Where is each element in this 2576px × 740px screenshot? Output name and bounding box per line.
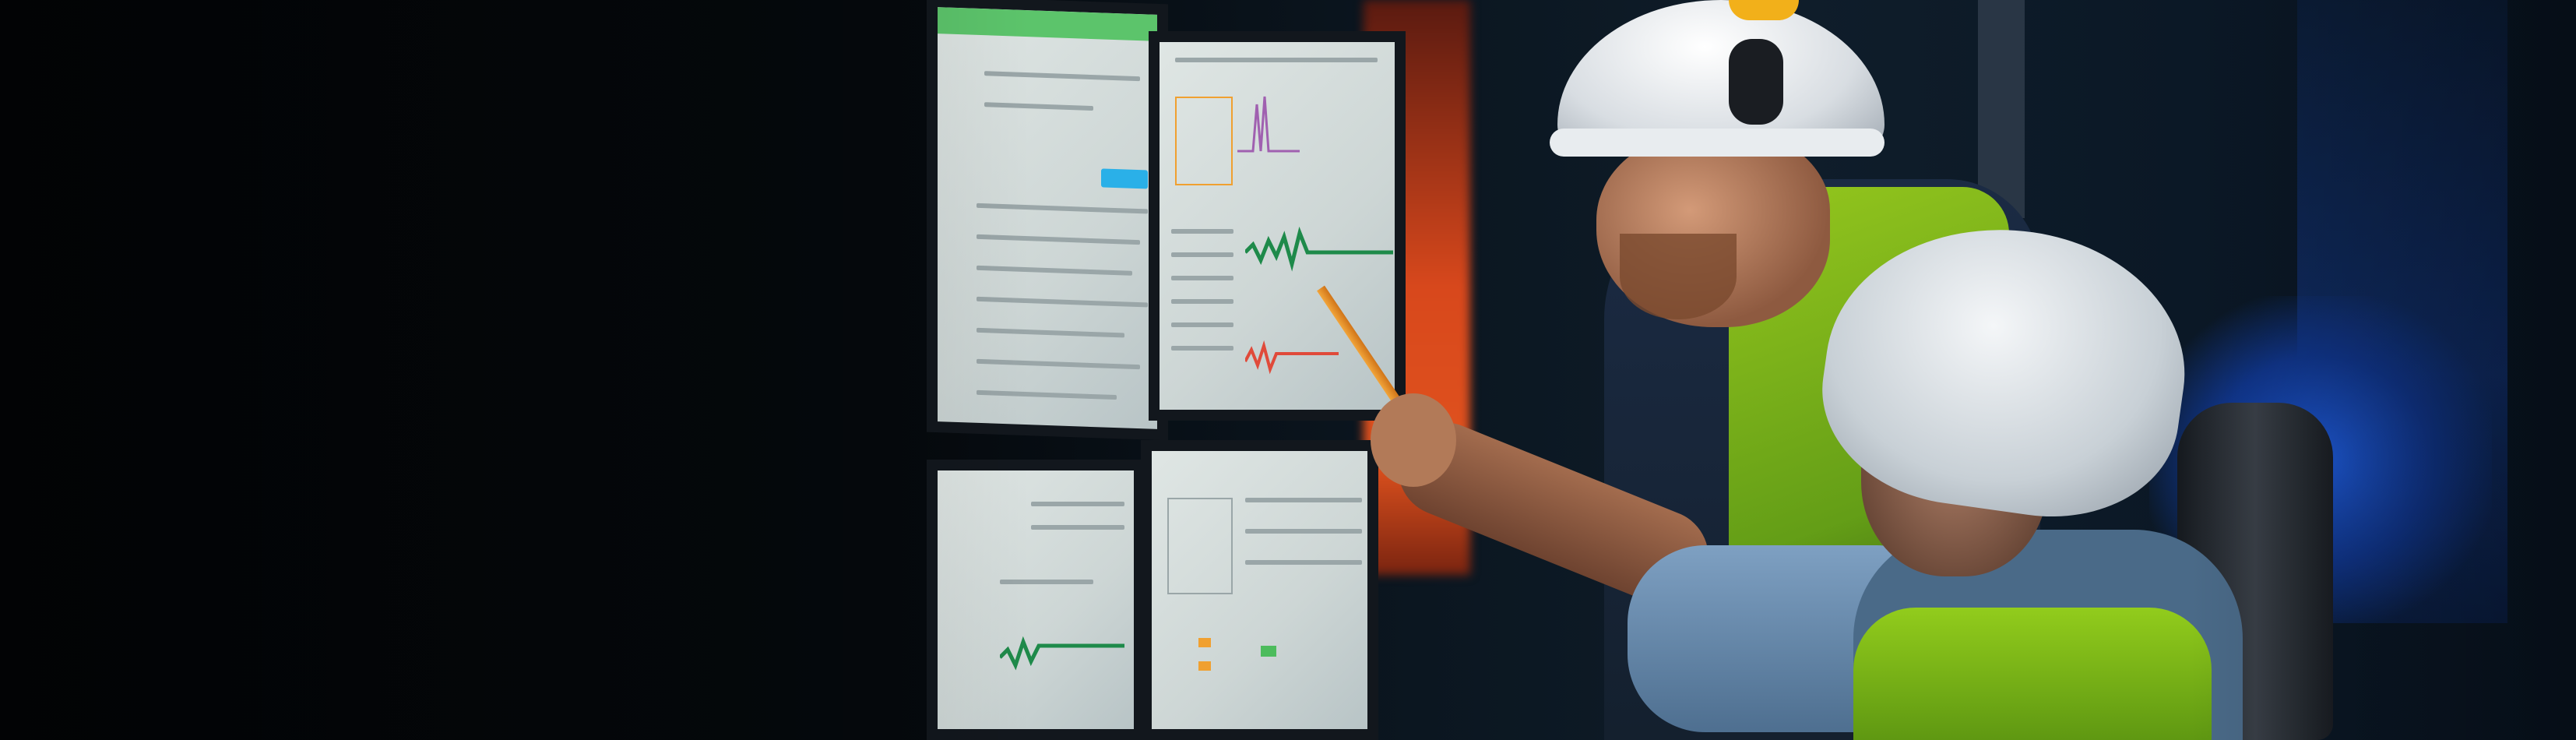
headlamp bbox=[1729, 0, 1799, 20]
monitor-bottom-right bbox=[1141, 440, 1378, 740]
monitor-bottom-left bbox=[927, 460, 1145, 740]
hi-vis-vest bbox=[1853, 608, 2212, 740]
screen-green-chart bbox=[1245, 226, 1393, 272]
screen-green-chart bbox=[1000, 636, 1124, 671]
screen-chart bbox=[938, 470, 1134, 729]
worker-beard bbox=[1620, 234, 1737, 319]
screen-red-chart bbox=[1245, 340, 1339, 375]
screen-form bbox=[938, 7, 1157, 429]
pillar bbox=[1978, 0, 2025, 218]
screen-schematic bbox=[1152, 451, 1367, 729]
screen-diagram bbox=[1167, 498, 1233, 594]
screen-header-bar bbox=[938, 7, 1157, 41]
screen-status-panel bbox=[1175, 97, 1233, 185]
monitor-top-left bbox=[927, 0, 1168, 441]
ear-protector bbox=[1729, 39, 1783, 125]
screen-spike-chart bbox=[1237, 96, 1300, 153]
screen-button bbox=[1101, 168, 1148, 189]
hard-hat-brim bbox=[1550, 129, 1884, 157]
worker-hand bbox=[1371, 393, 1456, 487]
